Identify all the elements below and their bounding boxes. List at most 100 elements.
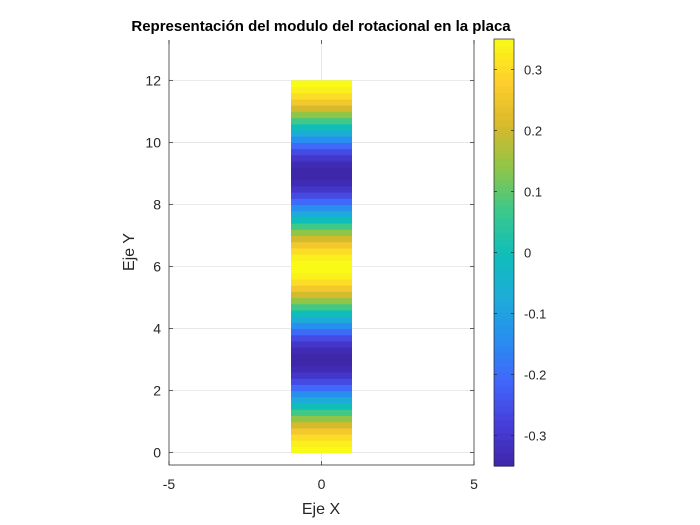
colorbar-band bbox=[494, 172, 514, 180]
plate-band bbox=[291, 272, 352, 280]
plate-band bbox=[291, 204, 352, 212]
plate-band bbox=[291, 421, 352, 429]
plate-band bbox=[291, 254, 352, 261]
plate-band bbox=[291, 291, 352, 299]
colorbar-band bbox=[494, 72, 514, 80]
plate-band bbox=[291, 241, 352, 249]
colorbar-band bbox=[494, 312, 514, 320]
colorbar-band bbox=[494, 199, 514, 207]
plate-band bbox=[291, 154, 352, 162]
plate-band bbox=[291, 415, 352, 423]
plate-band bbox=[291, 129, 352, 137]
plate-band bbox=[291, 433, 352, 441]
plate-band bbox=[291, 198, 352, 206]
colorbar-band bbox=[494, 79, 514, 87]
colorbar-band bbox=[494, 212, 514, 220]
plate-band bbox=[291, 446, 352, 454]
plate-band bbox=[291, 235, 352, 243]
colorbar-band bbox=[494, 412, 514, 420]
plate-band bbox=[291, 160, 352, 168]
colorbar-band bbox=[494, 305, 514, 314]
colorbar-band bbox=[494, 259, 514, 267]
colorbar-band bbox=[494, 285, 514, 294]
plate-band bbox=[291, 105, 352, 112]
colorbar-gradient bbox=[494, 39, 514, 467]
plate-band bbox=[291, 285, 352, 292]
colorbar-band bbox=[494, 419, 514, 427]
colorbar-band bbox=[494, 139, 514, 147]
colorbar-band bbox=[494, 179, 514, 187]
colorbar-band bbox=[494, 392, 514, 400]
colorbar-band bbox=[494, 245, 514, 254]
colorbar-band bbox=[494, 239, 514, 247]
colorbar-band bbox=[494, 445, 514, 454]
colorbar-band bbox=[494, 185, 514, 194]
plate-band bbox=[291, 98, 352, 106]
plate-band bbox=[291, 92, 352, 100]
plate-band bbox=[291, 427, 352, 435]
colorbar-band bbox=[494, 372, 514, 380]
colorbar-band bbox=[494, 39, 514, 47]
colorbar-band bbox=[494, 99, 514, 107]
plate-band bbox=[291, 340, 352, 348]
colorbar-band bbox=[494, 92, 514, 100]
plate-band bbox=[291, 117, 352, 125]
colorbar: -0.3 -0.2 -0.1 0 0.1 0.2 0.3 bbox=[493, 38, 546, 467]
colorbar-band bbox=[494, 352, 514, 360]
colorbar-band bbox=[494, 399, 514, 407]
colorbar-band bbox=[494, 405, 514, 414]
colorbar-band bbox=[494, 125, 514, 134]
colorbar-band bbox=[494, 365, 514, 374]
plate-band bbox=[291, 223, 352, 230]
colorbar-band bbox=[494, 345, 514, 354]
x-tick-label: 5 bbox=[470, 476, 478, 492]
colorbar-band bbox=[494, 45, 514, 53]
plate-band bbox=[291, 384, 352, 392]
colorbar-tick-label: 0.1 bbox=[524, 185, 542, 200]
colorbar-band bbox=[494, 359, 514, 367]
colorbar-tick-label: 0.3 bbox=[524, 63, 542, 78]
plate-band bbox=[291, 316, 352, 323]
colorbar-band bbox=[494, 232, 514, 240]
colorbar-band bbox=[494, 252, 514, 260]
colorbar-band bbox=[494, 439, 514, 447]
plate-band bbox=[291, 378, 352, 385]
plate-surface bbox=[291, 80, 352, 454]
y-tick-label: 0 bbox=[153, 445, 161, 461]
plate-band bbox=[291, 266, 352, 274]
colorbar-band bbox=[494, 319, 514, 327]
colorbar-band bbox=[494, 339, 514, 347]
colorbar-tick-label: -0.1 bbox=[524, 307, 546, 322]
colorbar-band bbox=[494, 225, 514, 234]
plate-band bbox=[291, 297, 352, 305]
y-tick-label: 2 bbox=[153, 383, 161, 399]
colorbar-band bbox=[494, 272, 514, 280]
plate-band bbox=[291, 365, 352, 373]
plate-band bbox=[291, 322, 352, 330]
colorbar-band bbox=[494, 159, 514, 167]
plate-band bbox=[291, 371, 352, 379]
colorbar-band bbox=[494, 119, 514, 127]
y-tick-label: 4 bbox=[153, 321, 161, 337]
colorbar-band bbox=[494, 105, 514, 113]
plate-band bbox=[291, 260, 352, 268]
colorbar-band bbox=[494, 325, 514, 334]
plate-band bbox=[291, 142, 352, 150]
plate-band bbox=[291, 123, 352, 131]
colorbar-tick-label: -0.2 bbox=[524, 368, 546, 383]
colorbar-band bbox=[494, 219, 514, 227]
plate-band bbox=[291, 86, 352, 94]
plate-band bbox=[291, 210, 352, 218]
x-axis-label: Eje X bbox=[302, 501, 341, 518]
colorbar-band bbox=[494, 332, 514, 340]
colorbar-ticks: -0.3 -0.2 -0.1 0 0.1 0.2 0.3 bbox=[494, 63, 546, 444]
colorbar-band bbox=[494, 292, 514, 300]
plate-band bbox=[291, 216, 352, 224]
colorbar-band bbox=[494, 52, 514, 60]
colorbar-band bbox=[494, 265, 514, 274]
x-tick-label: 0 bbox=[318, 476, 326, 492]
plate-band bbox=[291, 347, 352, 354]
plate-band bbox=[291, 309, 352, 317]
